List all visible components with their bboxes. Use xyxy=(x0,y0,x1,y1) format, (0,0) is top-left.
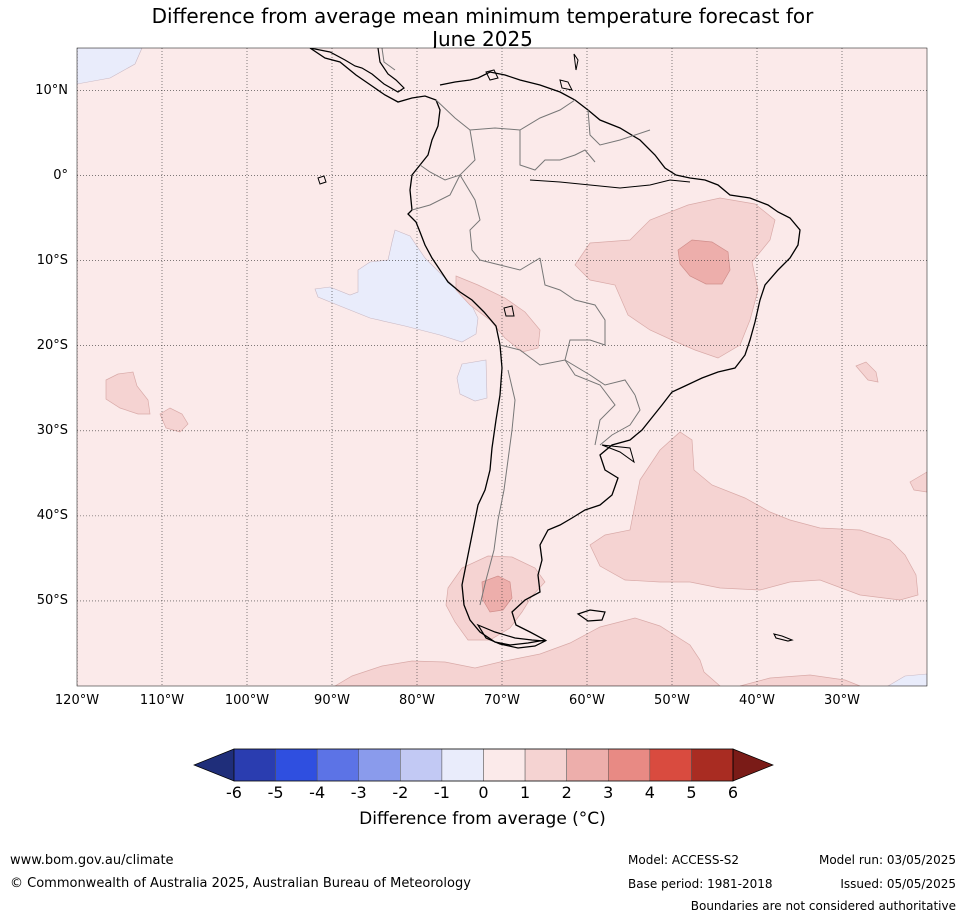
colorbar-tick-label: 4 xyxy=(644,783,655,802)
model-run-date: Model run: 03/05/2025 xyxy=(818,853,956,867)
colorbar-tick-label: 3 xyxy=(603,783,614,802)
lon-label: 50°W xyxy=(654,693,690,708)
colorbar-tick-label: -6 xyxy=(226,783,242,802)
lat-label: 20°S xyxy=(36,337,68,353)
colorbar-frame xyxy=(233,748,734,782)
cool-pacific-chile xyxy=(456,359,488,402)
colorbar xyxy=(193,748,774,782)
warm-pacific-west-2 xyxy=(159,407,189,433)
lon-label: 80°W xyxy=(399,693,435,708)
lon-label: 60°W xyxy=(569,693,605,708)
colorbar-arrow-low xyxy=(193,748,235,782)
colorbar-segment xyxy=(566,748,609,782)
map-title-line1: Difference from average mean minimum tem… xyxy=(151,4,814,28)
colorbar-segment xyxy=(358,748,401,782)
lat-label: 10°N xyxy=(35,82,68,98)
warm-southern-ocean xyxy=(334,617,721,686)
lat-label: 0° xyxy=(53,167,68,183)
colorbar-segment xyxy=(316,748,359,782)
colorbar-segment xyxy=(400,748,443,782)
falkland-islands xyxy=(576,609,606,622)
central-america-coastline xyxy=(309,48,405,93)
lat-label: 50°S xyxy=(36,592,68,608)
cool-pacific-peru xyxy=(314,229,479,343)
lat-label: 30°S xyxy=(36,422,68,438)
tierra-del-fuego xyxy=(476,623,548,649)
colorbar-tick-label: -5 xyxy=(267,783,284,802)
colorbar-segment xyxy=(441,748,484,782)
lat-label: 40°S xyxy=(36,507,68,523)
colorbar-segment xyxy=(483,748,526,782)
south-america-coastline xyxy=(309,48,801,646)
issued-date: Issued: 05/05/2025 xyxy=(840,877,956,891)
lon-label: 100°W xyxy=(224,693,270,708)
map-title-line2: June 2025 xyxy=(432,27,533,51)
rio-de-la-plata xyxy=(601,444,635,464)
colorbar-segment xyxy=(691,748,734,782)
copyright: © Commonwealth of Australia 2025, Austra… xyxy=(10,876,471,891)
lon-label: 70°W xyxy=(484,693,520,708)
colorbar-segment xyxy=(608,748,651,782)
colorbar-segment xyxy=(649,748,692,782)
colorbar-tick-label: 5 xyxy=(686,783,697,802)
colorbar-tick-label: -4 xyxy=(309,783,326,802)
warm-atlantic-east-2 xyxy=(909,471,927,493)
colorbar-segment xyxy=(275,748,318,782)
lon-label: 40°W xyxy=(739,693,775,708)
colorbar-tick-label: 0 xyxy=(478,783,489,802)
colorbar-tick-label: 2 xyxy=(561,783,572,802)
galapagos xyxy=(317,175,327,185)
colorbar-tick-label: 6 xyxy=(727,783,739,802)
model-name: Model: ACCESS-S2 xyxy=(628,853,740,867)
amazon-river xyxy=(529,179,691,189)
colorbar-tick-label: -2 xyxy=(392,783,409,802)
warm-pacific-west xyxy=(105,371,151,415)
warm-altiplano xyxy=(455,275,541,353)
disclaimer: Boundaries are not considered authoritat… xyxy=(690,899,956,913)
colorbar-tick-label: 1 xyxy=(519,783,531,802)
cool-southeast-corner xyxy=(887,673,927,686)
website-link[interactable]: www.bom.gov.au/climate xyxy=(10,853,174,868)
warm-southern-ocean-east xyxy=(739,674,861,686)
country-borders xyxy=(381,48,651,606)
lon-label: 90°W xyxy=(314,693,350,708)
colorbar-tick-label: -1 xyxy=(433,783,450,802)
warm-brazil xyxy=(574,197,776,359)
lon-label: 110°W xyxy=(139,693,185,708)
colorbar-segment xyxy=(524,748,567,782)
lat-label: 10°S xyxy=(36,252,68,268)
lon-label: 120°W xyxy=(54,693,100,708)
graticule xyxy=(77,48,927,686)
cool-northwest-corner xyxy=(77,48,143,85)
warmer-brazil-core xyxy=(677,239,731,285)
colorbar-label: Difference from average (°C) xyxy=(359,809,606,829)
colorbar-tick-label: -3 xyxy=(350,783,367,802)
map-frame xyxy=(76,47,928,687)
colorbar-segment xyxy=(233,748,276,782)
caribbean-islands xyxy=(485,53,579,91)
warmer-patagonia-core xyxy=(481,575,513,613)
colorbar-arrow-high xyxy=(732,748,774,782)
south-georgia xyxy=(772,633,794,642)
lake-titicaca xyxy=(503,305,515,317)
warm-atlantic-east xyxy=(855,361,879,383)
base-period: Base period: 1981-2018 xyxy=(628,877,773,891)
lon-label: 30°W xyxy=(824,693,860,708)
